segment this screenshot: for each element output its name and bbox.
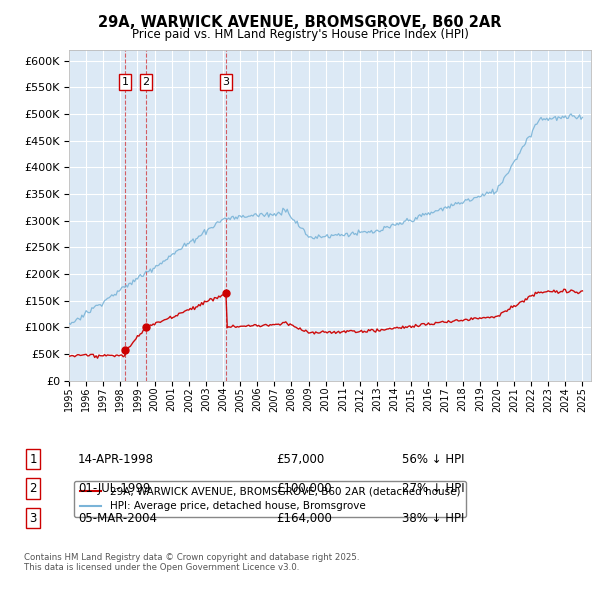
Text: 38% ↓ HPI: 38% ↓ HPI — [402, 512, 464, 525]
Text: Contains HM Land Registry data © Crown copyright and database right 2025.: Contains HM Land Registry data © Crown c… — [24, 553, 359, 562]
Text: 01-JUL-1999: 01-JUL-1999 — [78, 482, 151, 495]
Text: 14-APR-1998: 14-APR-1998 — [78, 453, 154, 466]
Legend: 29A, WARWICK AVENUE, BROMSGROVE, B60 2AR (detached house), HPI: Average price, d: 29A, WARWICK AVENUE, BROMSGROVE, B60 2AR… — [74, 481, 466, 517]
Text: £100,000: £100,000 — [276, 482, 332, 495]
Text: 3: 3 — [29, 512, 37, 525]
Text: 1: 1 — [122, 77, 128, 87]
Text: £57,000: £57,000 — [276, 453, 324, 466]
Text: 29A, WARWICK AVENUE, BROMSGROVE, B60 2AR: 29A, WARWICK AVENUE, BROMSGROVE, B60 2AR — [98, 15, 502, 30]
Text: 2: 2 — [142, 77, 149, 87]
Text: 05-MAR-2004: 05-MAR-2004 — [78, 512, 157, 525]
Text: 2: 2 — [29, 482, 37, 495]
Text: £164,000: £164,000 — [276, 512, 332, 525]
Text: 3: 3 — [223, 77, 229, 87]
Text: This data is licensed under the Open Government Licence v3.0.: This data is licensed under the Open Gov… — [24, 563, 299, 572]
Text: 56% ↓ HPI: 56% ↓ HPI — [402, 453, 464, 466]
Text: Price paid vs. HM Land Registry's House Price Index (HPI): Price paid vs. HM Land Registry's House … — [131, 28, 469, 41]
Text: 1: 1 — [29, 453, 37, 466]
Text: 27% ↓ HPI: 27% ↓ HPI — [402, 482, 464, 495]
